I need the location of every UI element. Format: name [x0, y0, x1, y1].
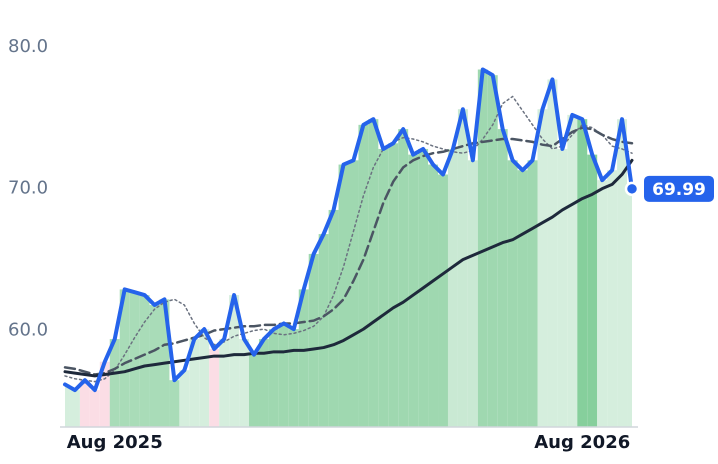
last-value-label: 69.99 [652, 180, 706, 200]
region-bar [338, 164, 349, 427]
region-bar [229, 295, 240, 427]
y-tick-label: 70.0 [8, 178, 48, 199]
region-bar [557, 148, 568, 427]
region-bar [298, 289, 309, 427]
region-bar [318, 234, 329, 427]
region-bar [527, 160, 538, 428]
region-bar [547, 79, 558, 427]
region-bar [199, 329, 210, 427]
region-bar [258, 339, 269, 427]
region-bar [119, 289, 130, 427]
region-bar [129, 292, 140, 427]
region-bar [139, 295, 150, 427]
x-tick-label: Aug 2026 [534, 432, 630, 453]
region-bar [577, 119, 588, 428]
region-bar [627, 188, 632, 427]
region-bar [477, 69, 488, 427]
region-bar [169, 380, 180, 427]
last-point [624, 181, 640, 197]
region-bar [467, 160, 478, 428]
series-line [63, 126, 634, 376]
region-bar [209, 348, 220, 427]
region-bar [587, 154, 598, 427]
region-bar [497, 129, 508, 427]
region-bar [109, 339, 120, 427]
region-bar [487, 75, 498, 428]
region-bar [69, 390, 80, 427]
region-bar [79, 380, 90, 427]
y-tick-label: 80.0 [8, 36, 48, 57]
region-bar [447, 148, 458, 427]
region-bar [239, 339, 250, 427]
region-bar [428, 164, 439, 427]
region-bar [378, 148, 389, 427]
region-bar [288, 329, 299, 427]
region-bar [398, 129, 409, 427]
region-bar [408, 154, 419, 427]
region-bar [179, 370, 190, 427]
region-bar [617, 119, 628, 428]
region-bar [219, 339, 230, 427]
region-bar [358, 124, 369, 427]
series-line [63, 158, 634, 378]
y-tick-label: 60.0 [8, 320, 48, 341]
region-bar [268, 329, 279, 427]
region-bar [517, 170, 528, 428]
region-bar [597, 180, 608, 427]
series-line [63, 67, 634, 393]
last-value-badge [644, 175, 714, 202]
region-bar [328, 209, 339, 427]
region-bar [537, 109, 548, 428]
region-bar [507, 160, 518, 428]
region-bar [308, 253, 319, 427]
region-bar [567, 114, 578, 427]
region-bar [438, 174, 448, 427]
region-bar [99, 361, 110, 427]
region-bar [388, 143, 399, 428]
region-bar [278, 323, 289, 427]
region-bar [89, 390, 100, 427]
region-bar [607, 170, 618, 428]
region-bar [189, 339, 200, 427]
region-bar [457, 109, 468, 428]
region-bar [368, 119, 379, 428]
region-bar [65, 384, 70, 427]
region-bar [249, 354, 259, 427]
region-bar [348, 160, 359, 428]
x-tick-label: Aug 2025 [67, 432, 163, 453]
